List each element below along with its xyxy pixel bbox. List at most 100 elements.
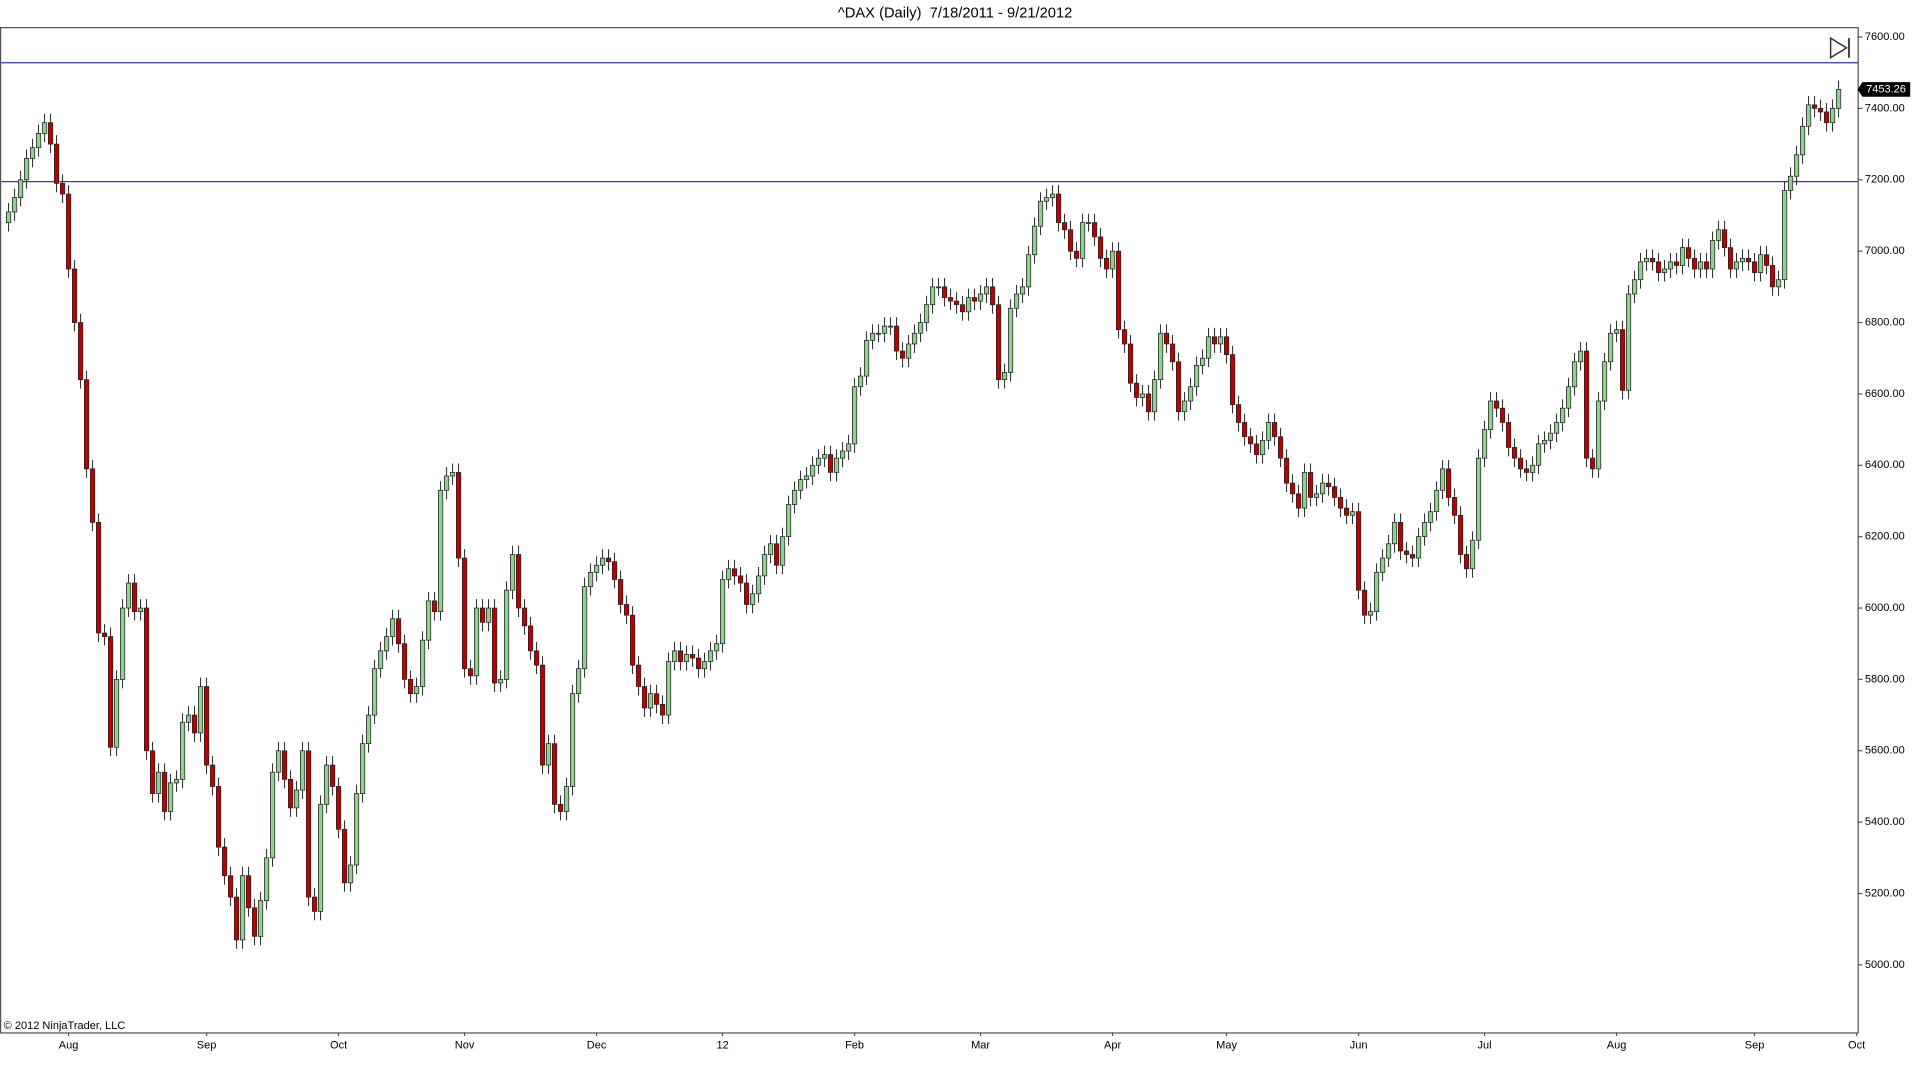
candle-body — [623, 604, 630, 616]
candle-body — [1181, 400, 1188, 413]
candle-body — [618, 579, 624, 605]
candle-body — [1206, 336, 1212, 359]
candle-body — [761, 554, 768, 577]
x-tick-label: Oct — [1848, 1040, 1865, 1052]
candle-body — [449, 472, 456, 477]
y-tick-label: 7200.00 — [1865, 174, 1905, 186]
x-tick-label: Apr — [1104, 1040, 1121, 1052]
x-tick-label: Dec — [587, 1040, 607, 1052]
candle-body — [779, 536, 786, 566]
x-tick-label: Nov — [455, 1040, 475, 1052]
candle-body — [173, 778, 180, 784]
scroll-end-icon[interactable] — [1829, 36, 1850, 59]
candle-body — [606, 557, 612, 563]
candle-body — [659, 704, 666, 716]
candle-body — [138, 607, 144, 612]
candle-body — [684, 654, 690, 662]
candle-body — [1068, 229, 1074, 252]
candle-body — [948, 297, 954, 302]
candle-body — [569, 693, 576, 787]
candle-body — [1511, 447, 1518, 459]
candle-body — [1038, 200, 1044, 227]
candle-body — [1451, 497, 1458, 516]
candle-body — [252, 907, 258, 937]
candle-body — [1158, 332, 1164, 381]
candle-body — [59, 182, 66, 195]
candle-body — [1350, 511, 1356, 516]
candle-body — [954, 300, 960, 306]
candle-body — [1680, 247, 1686, 266]
candle-body — [869, 332, 876, 341]
candle-body — [78, 322, 84, 381]
candle-body — [678, 650, 684, 662]
candle-body — [671, 650, 678, 662]
candle-body — [1614, 329, 1620, 334]
candle-body — [966, 297, 972, 313]
candle-body — [479, 607, 486, 623]
candle-body — [666, 661, 672, 716]
plot-area — [0, 27, 1859, 1034]
candle-body — [714, 643, 720, 652]
candle-body — [318, 803, 324, 912]
candle-body — [1031, 225, 1038, 256]
candle-body — [929, 286, 936, 306]
candle-body — [342, 828, 348, 884]
candle-body — [894, 325, 900, 352]
y-tick-label: 5000.00 — [1865, 959, 1905, 971]
candle-body — [1380, 557, 1386, 573]
candle-body — [222, 846, 228, 877]
candle-body — [323, 764, 330, 805]
candle-body — [1026, 254, 1032, 288]
candle-body — [1308, 472, 1314, 498]
candle-body — [846, 443, 852, 452]
candle-body — [1691, 257, 1698, 270]
candle-body — [1721, 229, 1728, 248]
candle-body — [719, 579, 726, 645]
candle-body — [1494, 400, 1500, 409]
candle-body — [1541, 439, 1548, 445]
candle-body — [1139, 393, 1146, 398]
candle-body — [1056, 193, 1062, 223]
candle-body — [1770, 265, 1776, 288]
x-tick-label: Oct — [330, 1040, 347, 1052]
candle-body — [1685, 247, 1692, 259]
candle-body — [1530, 464, 1536, 473]
candle-body — [185, 714, 192, 723]
candle-body — [816, 457, 822, 466]
candle-body — [1008, 307, 1014, 373]
candle-body — [486, 607, 492, 623]
candle-body — [503, 589, 510, 680]
candle-body — [18, 179, 24, 199]
x-tick-label: Sep — [197, 1040, 217, 1052]
candle-body — [876, 332, 882, 335]
candle-body — [131, 582, 138, 612]
candle-body — [1146, 393, 1152, 413]
candle-body — [989, 286, 996, 306]
candle-body — [1488, 400, 1494, 430]
candle-body — [378, 650, 384, 670]
candle-body — [443, 475, 450, 491]
candle-body — [402, 643, 408, 680]
x-tick-label: Aug — [1607, 1040, 1627, 1052]
candle-body — [1661, 268, 1668, 273]
candle-body — [282, 750, 288, 780]
candle-body — [1608, 332, 1614, 363]
candle-body — [1151, 379, 1158, 413]
y-tick-label: 5600.00 — [1865, 745, 1905, 757]
candle-body — [5, 211, 12, 223]
candle-body — [1368, 611, 1374, 616]
candle-body — [101, 632, 108, 637]
candle-body — [708, 650, 714, 662]
candle-body — [359, 743, 366, 794]
candle-body — [95, 522, 102, 634]
candle-body — [539, 664, 546, 766]
candle-body — [275, 750, 282, 773]
play-icon[interactable] — [1829, 36, 1848, 59]
candle-body — [1121, 329, 1128, 345]
candle-body — [1434, 489, 1440, 513]
candle-body — [864, 340, 870, 377]
candle-body — [546, 743, 552, 766]
candle-body — [1229, 354, 1236, 405]
candle-body — [1295, 493, 1302, 509]
candle-body — [468, 668, 474, 677]
